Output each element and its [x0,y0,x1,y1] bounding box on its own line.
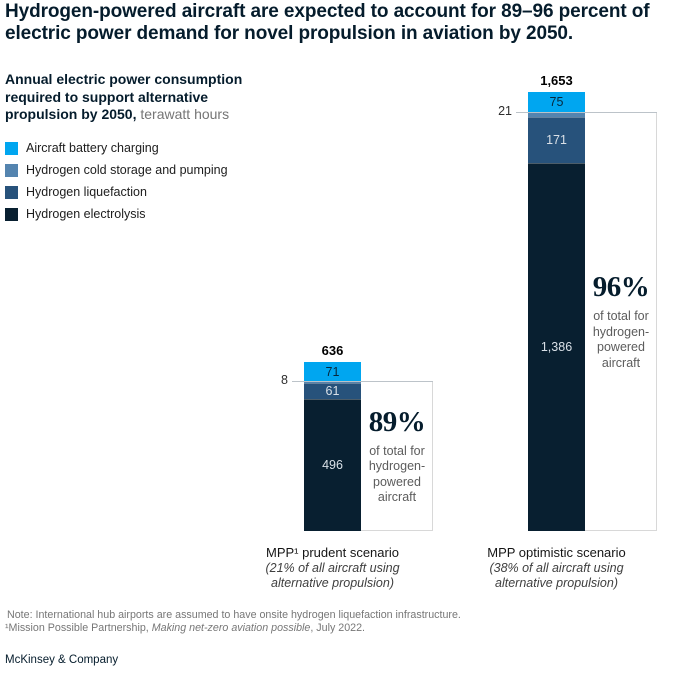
legend-item-label: Hydrogen liquefaction [26,185,147,199]
category-name: MPP optimistic scenario [487,545,626,560]
segment-value-label: 71 [325,364,340,379]
legend-item-label: Aircraft battery charging [26,141,159,155]
callout-description-line: powered [373,474,421,489]
chart-title: Hydrogen-powered aircraft are expected t… [5,1,693,44]
footnote-title: Making net-zero aviation possible [151,621,311,634]
segment-value-label: 61 [325,384,340,399]
legend-item-label: Hydrogen electrolysis [26,207,146,221]
segment-value-label: 171 [546,133,567,148]
legend-item: Hydrogen electrolysis [5,203,228,225]
callout-description-line: powered [597,340,645,355]
bar-total-label: 636 [321,343,344,359]
callout-description-line: of total for [369,443,425,458]
x-axis-category-label: MPP optimistic scenario (38% of all aircr… [447,545,667,591]
legend-swatch-icon [5,207,18,221]
bar-total-label: 1,653 [540,73,573,88]
subtitle-unit: terawatt hours [136,106,230,122]
hydrogen-share-box-topline [516,111,657,113]
callout-description-line: aircraft [377,490,417,505]
bar-segment [304,380,361,384]
callout-description-line: aircraft [601,355,641,370]
category-sublabel-line: (21% of all aircraft using [265,561,400,575]
segment-value-label: 75 [549,94,564,109]
chart-subtitle: Annual electric power consumption requir… [5,71,345,124]
callout-percent: 96% [592,271,650,304]
category-sublabel-line: alternative propulsion) [271,576,394,590]
bar-segment: 75 [528,92,585,112]
bar-segment: 171 [528,117,585,163]
callout-description-line: of total for [593,309,649,324]
category-name: MPP¹ prudent scenario [266,545,399,560]
segment-value-label: 496 [322,458,343,473]
callout-description-line: hydrogen- [592,324,650,339]
legend-item-label: Hydrogen cold storage and pumping [26,163,228,177]
legend-swatch-icon [5,185,18,199]
legend-item: Hydrogen liquefaction [5,181,228,203]
x-axis-category-label: MPP¹ prudent scenario (21% of all aircraf… [223,545,443,591]
mckinsey-logo: McKinsey & Company [5,654,119,666]
footnote-post: , July 2022. [310,621,366,634]
stacked-bar: 75 171 1,386 [528,92,585,531]
legend-swatch-icon [5,163,18,177]
hydrogen-share-callout: 96% of total for hydrogen-powered aircraft [585,112,657,531]
bar-segment: 1,386 [528,162,585,531]
stacked-bar: 71 61 496 [304,362,361,531]
footnotes: Note: International hub airports are ass… [5,609,655,634]
subtitle-line3: propulsion by 2050, terawatt hours [5,106,345,124]
callout-percent: 89% [368,405,426,438]
note-line: Note: International hub airports are ass… [7,609,461,621]
legend-item: Aircraft battery charging [5,137,228,159]
callout-description-line: hydrogen- [368,459,426,474]
footnote-pre: ¹Mission Possible Partnership, [5,621,152,634]
source-line: ¹Mission Possible Partnership, Making ne… [5,622,655,635]
subtitle-line3-bold: propulsion by 2050, [5,106,137,122]
hydrogen-share-box-topline [292,380,433,382]
subtitle-line1: Annual electric power consumption [5,71,243,87]
legend-item: Hydrogen cold storage and pumping [5,159,228,181]
segment-value-label-outside: 21 [498,104,512,119]
bar-segment: 71 [304,362,361,381]
bar-segment: 496 [304,399,361,531]
legend-swatch-icon [5,141,18,155]
segment-value-label: 1,386 [540,339,573,354]
category-sublabel-line: alternative propulsion) [495,576,618,590]
bar-segment [528,111,585,118]
subtitle-line2: required to support alternative [5,88,209,105]
legend: Aircraft battery charging Hydrogen cold s… [5,137,228,225]
category-sublabel-line: (38% of all aircraft using [489,561,624,575]
chart-title-line2: electric power demand for novel propulsi… [5,22,574,44]
bar-segment: 61 [304,383,361,400]
segment-value-label-outside: 8 [281,373,288,388]
chart-title-line1: Hydrogen-powered aircraft are expected t… [5,1,650,22]
hydrogen-share-callout: 89% of total for hydrogen-powered aircraft [361,381,433,531]
